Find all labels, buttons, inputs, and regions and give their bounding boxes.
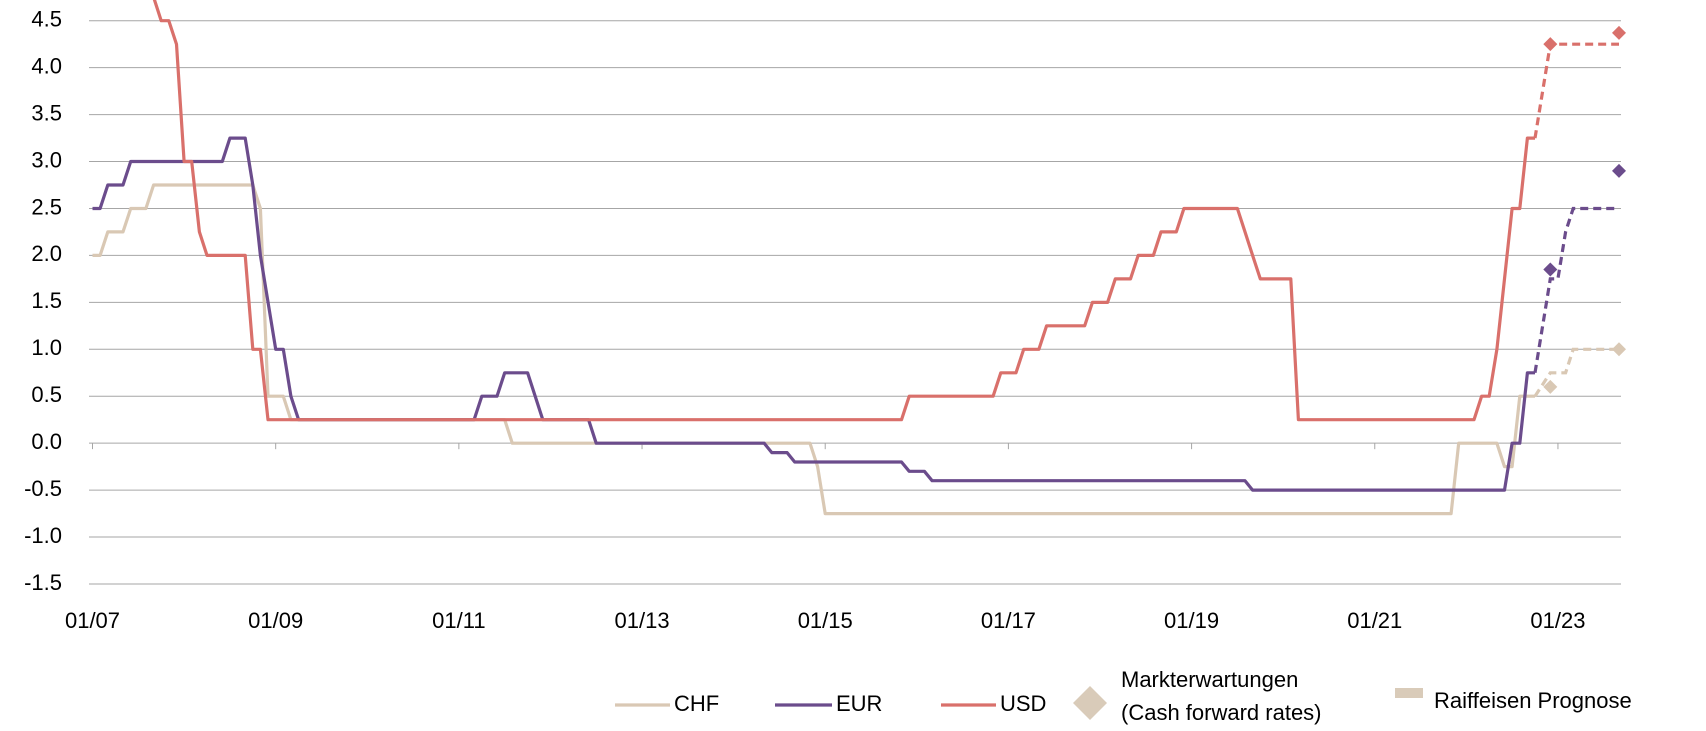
y-tick-label: 4.5 — [31, 7, 62, 32]
forecast-line — [1533, 347, 1619, 398]
x-tick-label: 01/21 — [1347, 608, 1402, 633]
y-tick-label: -0.5 — [24, 476, 62, 501]
x-tick-label: 01/15 — [798, 608, 853, 633]
y-tick-label: 4.0 — [31, 53, 62, 78]
x-tick-label: 01/11 — [432, 608, 485, 633]
legend-label: CHF — [674, 691, 719, 716]
x-tick-label: 01/09 — [248, 608, 303, 633]
series-line — [92, 136, 1535, 492]
y-tick-label: 0.0 — [31, 429, 62, 454]
x-tick-label: 01/19 — [1164, 608, 1219, 633]
x-tick-label: 01/23 — [1530, 608, 1585, 633]
legend-label: USD — [1000, 691, 1046, 716]
y-tick-label: 0.5 — [31, 382, 62, 407]
y-tick-label: 3.0 — [31, 147, 62, 172]
y-tick-label: -1.0 — [24, 523, 62, 548]
expectation-marker — [1543, 262, 1558, 277]
legend-swatch — [1073, 686, 1107, 720]
expectation-marker — [1612, 25, 1626, 40]
expectation-marker — [1612, 342, 1626, 357]
legend-label: EUR — [836, 691, 882, 716]
y-tick-label: 1.0 — [31, 335, 62, 360]
legend-label: Markterwartungen — [1121, 667, 1298, 692]
expectation-marker — [1543, 379, 1558, 394]
plot-area — [92, 0, 1619, 516]
forecast-line — [1533, 206, 1619, 374]
legend-label: Raiffeisen Prognose — [1434, 688, 1632, 713]
y-tick-label: -1.5 — [24, 570, 62, 595]
expectation-marker — [1543, 37, 1558, 52]
x-tick-label: 01/07 — [65, 608, 120, 633]
x-tick-label: 01/13 — [615, 608, 670, 633]
legend-label: (Cash forward rates) — [1121, 700, 1322, 725]
y-tick-label: 1.5 — [31, 288, 62, 313]
y-tick-label: 2.5 — [31, 194, 62, 219]
forecast-line — [1533, 42, 1619, 139]
legend-swatch — [1395, 688, 1423, 698]
x-tick-label: 01/17 — [981, 608, 1036, 633]
expectation-marker — [1612, 163, 1626, 178]
y-tick-label: 2.0 — [31, 241, 62, 266]
y-tick-label: 3.5 — [31, 100, 62, 125]
series-line — [152, 0, 1535, 422]
